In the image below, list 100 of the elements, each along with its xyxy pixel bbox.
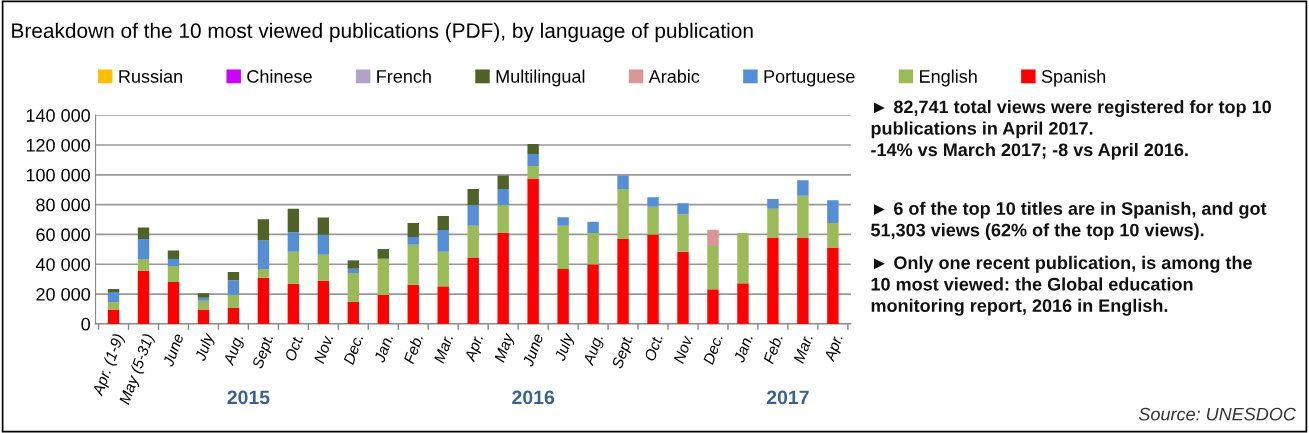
- bar: [257, 219, 270, 241]
- bar: [767, 208, 779, 238]
- y-tick-label: 120 000: [26, 138, 90, 152]
- x-tick-label: July: [194, 331, 218, 363]
- bar: [797, 237, 809, 324]
- x-tick-label: Jan.: [733, 334, 753, 364]
- x-tick-label: Sept.: [251, 334, 277, 371]
- bar: [437, 230, 449, 252]
- bar: [557, 217, 569, 226]
- bar: [587, 264, 599, 324]
- bar: [467, 188, 479, 205]
- x-tick-label: June: [162, 332, 184, 368]
- bar: [647, 234, 659, 324]
- y-tick-label: 0: [81, 317, 90, 331]
- bar: [677, 214, 689, 252]
- bar: [287, 232, 300, 252]
- bar: [347, 273, 360, 302]
- text: 2016: [512, 390, 555, 405]
- legend-label: Russian: [119, 69, 182, 83]
- legend-label: Multilingual: [496, 69, 585, 87]
- x-tick-label: Oct.: [644, 334, 663, 362]
- bar: [737, 283, 749, 324]
- x-tick-label: Mar.: [433, 334, 454, 364]
- bar: [167, 266, 180, 282]
- bar: [767, 237, 779, 324]
- x-tick-label: Dec.: [343, 334, 364, 366]
- bar: [467, 204, 479, 226]
- x-tick-label: Sept.: [611, 334, 636, 371]
- x-tick-label: Feb.: [762, 333, 783, 365]
- bar: [317, 217, 330, 235]
- y-tick-label: 100 000: [26, 168, 90, 182]
- bar: [557, 269, 569, 324]
- legend-label: Chinese: [247, 69, 312, 83]
- y-tick-label: 80 000: [36, 198, 90, 212]
- bar: [437, 286, 449, 324]
- bar: [137, 270, 150, 324]
- x-tick-label: Jan.: [373, 334, 394, 364]
- bar: [677, 203, 689, 215]
- x-tick-label: May: [493, 331, 517, 364]
- bar: [137, 227, 150, 240]
- bar: [257, 240, 270, 270]
- y-tick-label: 40 000: [35, 258, 90, 271]
- bar: [107, 289, 120, 292]
- bar: [827, 200, 839, 224]
- bar: [677, 251, 689, 324]
- legend-label: Arabic: [648, 69, 700, 83]
- bar: [407, 223, 419, 238]
- bar: [377, 258, 389, 295]
- bar: [557, 225, 569, 270]
- bar: [617, 175, 629, 189]
- bar: [527, 153, 539, 167]
- x-tick-label: Oct.: [284, 334, 304, 362]
- bar: [257, 269, 270, 278]
- text: ► 82,741 total views were registered for top 10 publications in April 2017. -14% vs March 2017; -8 vs April 2016.: [871, 100, 1271, 160]
- bar: [767, 198, 779, 209]
- text: 2015: [227, 390, 270, 405]
- bar: [497, 175, 509, 189]
- bar: [707, 289, 719, 324]
- text: 2017: [766, 390, 809, 405]
- y-tick-label: 60 000: [36, 228, 90, 242]
- bar: [647, 206, 659, 235]
- bar: [497, 204, 509, 234]
- bar: [227, 307, 240, 324]
- source-note: Source: UNESDOC: [1138, 407, 1297, 421]
- bar: [377, 294, 389, 324]
- y-tick-label: 140 000: [26, 109, 90, 122]
- bar: [467, 225, 479, 258]
- bar: [827, 247, 839, 324]
- legend-label: French: [377, 69, 431, 83]
- bar: [137, 239, 150, 260]
- bar: [197, 300, 210, 310]
- bar: [197, 309, 210, 324]
- text: ► 6 of the top 10 titles are in Spanish, and got 51,303 views (62% of the top 10 views).: [871, 201, 1267, 240]
- bar: [437, 216, 449, 231]
- bar: [407, 237, 419, 245]
- x-tick-label: Aug.: [582, 334, 606, 368]
- bar: [407, 244, 419, 285]
- x-tick-label: Feb.: [402, 333, 424, 365]
- bar: [377, 249, 389, 259]
- bar: [167, 250, 180, 260]
- bar: [527, 178, 539, 324]
- bar: [317, 280, 330, 324]
- x-tick-label: Nov.: [673, 334, 693, 365]
- text: ► Only one recent publication, is among the 10 most viewed: the Global education monitoring report, 2016 in English.: [871, 255, 1252, 316]
- bar: [347, 260, 360, 269]
- bar: [137, 259, 150, 271]
- x-tick-label: June: [522, 332, 544, 368]
- bar: [707, 246, 719, 290]
- chart-title: Breakdown of the 10 most viewed publications (PDF), by language of publication: [12, 22, 753, 43]
- bar: [317, 234, 330, 255]
- bar: [827, 223, 839, 248]
- legend-label: Spanish: [1041, 69, 1106, 87]
- x-tick-label: Apr.: [823, 334, 846, 364]
- bar: [797, 180, 809, 196]
- bar: [707, 229, 719, 247]
- bar: [197, 297, 210, 301]
- bar: [497, 233, 509, 324]
- bar: [287, 283, 300, 324]
- bar: [107, 291, 120, 302]
- bar: [287, 208, 300, 233]
